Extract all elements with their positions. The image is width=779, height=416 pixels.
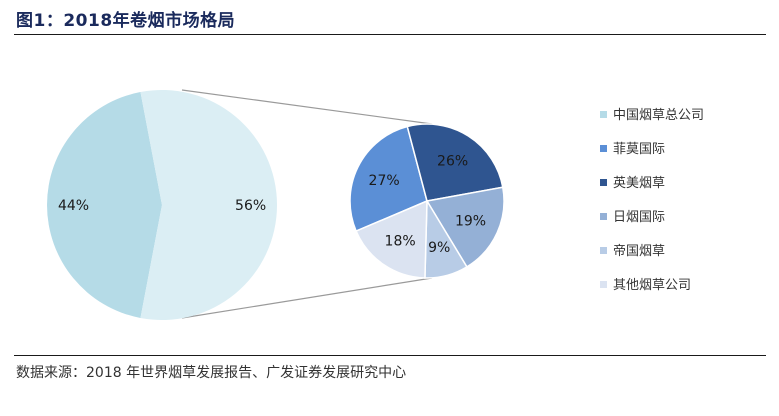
figure-title: 图1：2018年卷烟市场格局: [16, 11, 236, 31]
legend-swatch-0: [600, 111, 607, 118]
legend-swatch-5: [600, 281, 607, 288]
legend-label-3: 日烟国际: [613, 210, 665, 225]
legend-label-0: 中国烟草总公司: [613, 108, 704, 123]
connector-line-top: [181, 89, 433, 125]
main-pie-label-0: 44%: [58, 198, 89, 214]
legend-label-1: 菲莫国际: [613, 142, 665, 157]
main-pie-label-1: 56%: [235, 198, 266, 214]
sub-pie-slice-0: [349, 125, 428, 233]
sub-pie-label-4: 18%: [385, 234, 416, 250]
sub-pie-label-1: 26%: [437, 154, 468, 170]
legend-swatch-2: [600, 179, 607, 186]
sub-pie-label-0: 27%: [369, 173, 400, 189]
legend-label-4: 帝国烟草: [613, 243, 665, 259]
legend-label-5: 其他烟草公司: [613, 278, 691, 293]
main-pie-slice-1: [140, 89, 278, 320]
sub-pie-label-3: 9%: [428, 240, 450, 256]
legend-swatch-1: [600, 145, 607, 152]
legend-swatch-4: [600, 247, 607, 254]
legend-label-2: 英美烟草: [613, 176, 665, 191]
top-rule: [14, 34, 766, 35]
main-pie-slice-0: [47, 92, 162, 318]
bottom-rule: [14, 355, 766, 356]
sub-pie-slice-2: [425, 186, 505, 268]
sub-pie-label-2: 19%: [455, 214, 486, 230]
legend-swatch-3: [600, 213, 607, 220]
figure-source: 数据来源：2018 年世界烟草发展报告、广发证券发展研究中心: [16, 365, 407, 381]
connector-line-bottom: [181, 277, 433, 319]
sub-pie-slice-4: [355, 199, 428, 279]
sub-pie-slice-1: [406, 123, 504, 202]
